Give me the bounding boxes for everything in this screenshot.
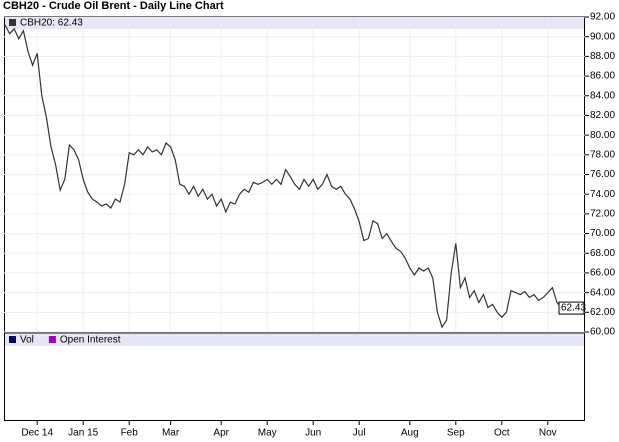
y-tick-label: 74.00 <box>590 189 615 200</box>
x-tick-label: Apr <box>213 428 229 439</box>
y-tick-label: 90.00 <box>590 31 615 42</box>
x-tick-label: Aug <box>401 428 419 439</box>
x-tick-label: Oct <box>494 428 510 439</box>
lower-legend-band <box>5 334 584 346</box>
x-tick-label: Feb <box>121 428 139 439</box>
x-tick-label: Nov <box>539 428 557 439</box>
y-tick-label: 72.00 <box>590 209 615 220</box>
price-line <box>4 24 563 329</box>
y-tick-label: 82.00 <box>590 110 615 121</box>
y-tick-label: 84.00 <box>590 90 615 101</box>
lower-legend-label: Open Interest <box>60 335 121 346</box>
y-tick-label: 66.00 <box>590 268 615 279</box>
x-tick-label: Dec 14 <box>21 428 53 439</box>
x-tick-label: Sep <box>447 428 465 439</box>
legend-swatch <box>9 19 16 26</box>
last-value-label: 62.43 <box>561 303 586 314</box>
lower-legend-swatch <box>9 336 16 343</box>
y-tick-label: 88.00 <box>590 51 615 62</box>
y-tick-label: 78.00 <box>590 149 615 160</box>
y-tick-label: 64.00 <box>590 287 615 298</box>
y-tick-label: 60.00 <box>590 327 615 338</box>
x-tick-label: May <box>258 428 277 439</box>
y-tick-label: 86.00 <box>590 71 615 82</box>
y-tick-label: 70.00 <box>590 228 615 239</box>
legend-band <box>5 17 584 29</box>
last-value-box <box>558 301 585 315</box>
x-tick-label: Jul <box>353 428 366 439</box>
x-tick-label: Mar <box>162 428 180 439</box>
y-tick-label: 62.00 <box>590 307 615 318</box>
chart-title: CBH20 - Crude Oil Brent - Daily Line Cha… <box>3 0 224 12</box>
lower-legend-label: Vol <box>20 335 34 346</box>
x-tick-label: Jan 15 <box>68 428 98 439</box>
y-tick-label: 76.00 <box>590 169 615 180</box>
y-tick-label: 80.00 <box>590 130 615 141</box>
legend-label: CBH20: 62.43 <box>20 18 83 29</box>
x-tick-label: Jun <box>305 428 321 439</box>
y-tick-label: 68.00 <box>590 248 615 259</box>
y-tick-label: 92.00 <box>590 12 615 23</box>
lower-legend-swatch <box>48 336 56 343</box>
